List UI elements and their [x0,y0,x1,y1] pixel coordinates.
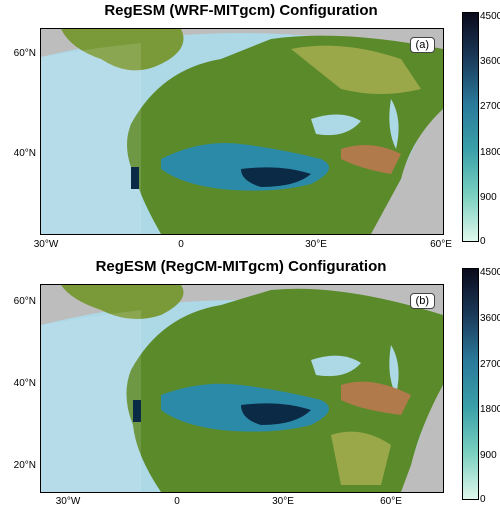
arabian-peninsula [331,431,391,485]
panel-b-lat-label: 60°N [13,296,36,307]
panel-a-lon-label: 0 [178,239,184,250]
panel-a-lon-label: 30°E [305,239,327,250]
panel-b-map-graphic [41,285,443,492]
mediterranean-deep [241,167,311,187]
panel-a-title: RegESM (WRF-MITgcm) Configuration [104,2,378,19]
panel-a-colorbar-label: 3600 [480,56,500,67]
black-sea [311,355,361,377]
caspian-sea [389,99,399,149]
panel-a-colorbar-label: 0 [480,236,486,247]
panel-a-map-graphic [41,29,443,234]
land-scandinavia-east [291,45,421,94]
panel-b-colorbar-label: 4500 [480,267,500,278]
panel-b-lon-label: 0 [174,496,180,507]
anatolian-highlands [341,145,401,174]
panel-b-lon-label: 30°E [272,496,294,507]
black-sea [311,114,361,136]
panel-a-colorbar-label: 1800 [480,147,500,158]
land-scandinavia-uk [61,29,184,71]
land-scandinavia-uk [61,285,184,319]
panel-a-lat-label: 60°N [13,48,36,59]
panel-b-lon-label: 30°W [55,496,81,507]
panel-a-tag: (a) [409,37,435,53]
atlantic-deep-block [133,400,141,422]
panel-b-colorbar-label: 0 [480,494,486,505]
panel-b-colorbar-label: 1800 [480,404,500,415]
panel-b-title: RegESM (RegCM-MITgcm) Configuration [95,258,387,275]
anatolian-highlands [341,381,411,415]
panel-b-colorbar [462,268,479,500]
panel-a-map: (a) [40,28,444,235]
panel-b-lon-label: 60°E [380,496,402,507]
atlantic-deep-block [131,167,139,189]
panel-b-tag: (b) [409,293,435,309]
panel-a-lon-label: 60°E [430,239,452,250]
panel-b-map: (b) [40,284,444,493]
panel-b: RegESM (RegCM-MITgcm) Configuration (b) … [0,256,500,512]
panel-b-colorbar-label: 900 [480,450,497,461]
panel-b-colorbar-label: 2700 [480,359,500,370]
panel-a-colorbar-label: 2700 [480,101,500,112]
panel-a: RegESM (WRF-MITgcm) Configuration ( [13,2,500,250]
panel-a-lon-label: 30°W [33,239,59,250]
panel-b-lat-label: 20°N [13,460,36,471]
western-shading [41,43,141,234]
panel-a-colorbar-label: 900 [480,192,497,203]
panel-b-lat-label: 40°N [13,378,36,389]
panel-a-colorbar-label: 4500 [480,11,500,22]
mediterranean-deep [241,403,311,425]
western-shading [41,310,141,492]
panel-a-lat-label: 40°N [13,148,36,159]
panel-b-colorbar-label: 3600 [480,313,500,324]
panel-a-colorbar [462,12,479,242]
caspian-sea [389,345,399,395]
